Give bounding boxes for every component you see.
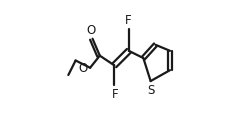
Text: F: F: [112, 88, 118, 101]
Text: O: O: [87, 24, 96, 37]
Text: F: F: [125, 14, 131, 27]
Text: O: O: [78, 62, 88, 76]
Text: S: S: [148, 84, 155, 97]
